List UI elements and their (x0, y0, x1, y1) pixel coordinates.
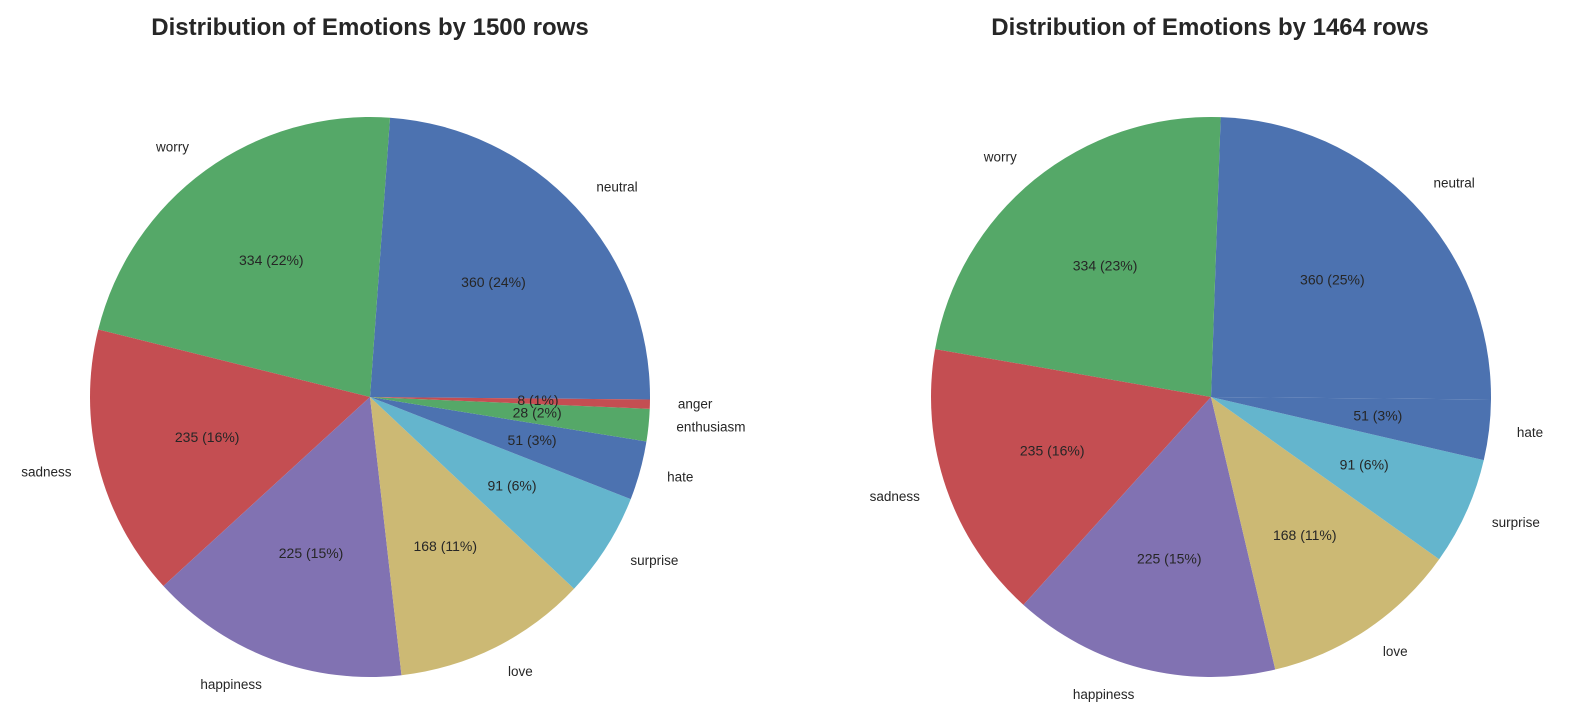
slice-label-sadness: sadness (870, 489, 921, 504)
pie-slice-love (1211, 397, 1440, 670)
pie-slices (931, 116, 1491, 677)
slice-value-enthusiasm: 28 (2%) (513, 405, 562, 421)
pie-slice-sadness (89, 329, 370, 587)
pie-slice-sadness (931, 349, 1211, 605)
slice-value-worry: 334 (23%) (1073, 257, 1138, 273)
pie-slice-worry (935, 116, 1221, 397)
slice-value-surprise: 91 (6%) (487, 477, 536, 493)
pie-slice-surprise (1211, 397, 1484, 560)
slice-label-surprise: surprise (630, 553, 678, 568)
slice-value-surprise: 91 (6%) (1340, 457, 1389, 473)
pie-slice-worry (98, 117, 391, 397)
slice-value-sadness: 235 (16%) (1020, 443, 1085, 459)
slice-value-neutral: 360 (25%) (1300, 272, 1365, 288)
pie-slice-neutral (1211, 117, 1491, 400)
slice-label-happiness: happiness (1073, 687, 1135, 702)
slice-value-anger: 8 (1%) (517, 392, 558, 408)
slice-value-hate: 51 (3%) (1353, 408, 1402, 424)
slice-value-love: 168 (11%) (413, 538, 477, 554)
slice-value-worry: 334 (22%) (239, 252, 304, 268)
slice-value-happiness: 225 (15%) (1137, 550, 1202, 566)
pie-labels: neutral 360 (25%) worry 334 (23%) sadness 235… (870, 150, 1544, 702)
slice-label-neutral: neutral (1433, 176, 1474, 191)
pie-slice-hate (370, 397, 647, 500)
slice-value-happiness: 225 (15%) (279, 545, 344, 561)
pie-plot-area: neutral 360 (24%) worry 334 (22%) sadness 235… (21, 117, 745, 692)
pie-slice-anger (370, 397, 650, 409)
slice-label-enthusiasm: enthusiasm (676, 420, 745, 435)
slice-label-happiness: happiness (200, 677, 262, 692)
pie-slice-hate (1211, 397, 1491, 461)
pie-slice-surprise (370, 397, 631, 589)
slice-value-hate: 51 (3%) (508, 432, 557, 448)
pie-chart-1500-rows: Distribution of Emotions by 1500 rows ne… (21, 14, 745, 692)
pie-plot-area: neutral 360 (25%) worry 334 (23%) sadness 235… (870, 116, 1544, 702)
slice-label-surprise: surprise (1492, 515, 1540, 530)
chart-title: Distribution of Emotions by 1500 rows (151, 14, 589, 41)
slice-label-sadness: sadness (21, 464, 72, 479)
slice-label-anger: anger (678, 396, 713, 411)
pie-slice-love (370, 397, 575, 676)
slice-value-sadness: 235 (16%) (175, 429, 240, 445)
slice-value-neutral: 360 (24%) (461, 274, 526, 290)
pie-slice-happiness (1023, 397, 1276, 677)
slice-label-hate: hate (667, 470, 693, 485)
slice-label-worry: worry (155, 139, 189, 154)
slice-label-love: love (508, 664, 533, 679)
pie-slice-enthusiasm (370, 397, 650, 442)
slice-value-love: 168 (11%) (1273, 527, 1337, 543)
pie-slice-neutral (370, 117, 650, 400)
slice-label-worry: worry (983, 150, 1017, 165)
chart-title: Distribution of Emotions by 1464 rows (991, 14, 1429, 41)
pie-slices (89, 117, 650, 677)
slice-label-love: love (1383, 644, 1408, 659)
slice-label-hate: hate (1517, 425, 1543, 440)
pie-labels: neutral 360 (24%) worry 334 (22%) sadness 235… (21, 139, 745, 692)
pie-chart-1464-rows: Distribution of Emotions by 1464 rows ne… (788, 0, 1576, 725)
slice-label-neutral: neutral (596, 180, 637, 195)
pie-slice-happiness (163, 397, 402, 677)
